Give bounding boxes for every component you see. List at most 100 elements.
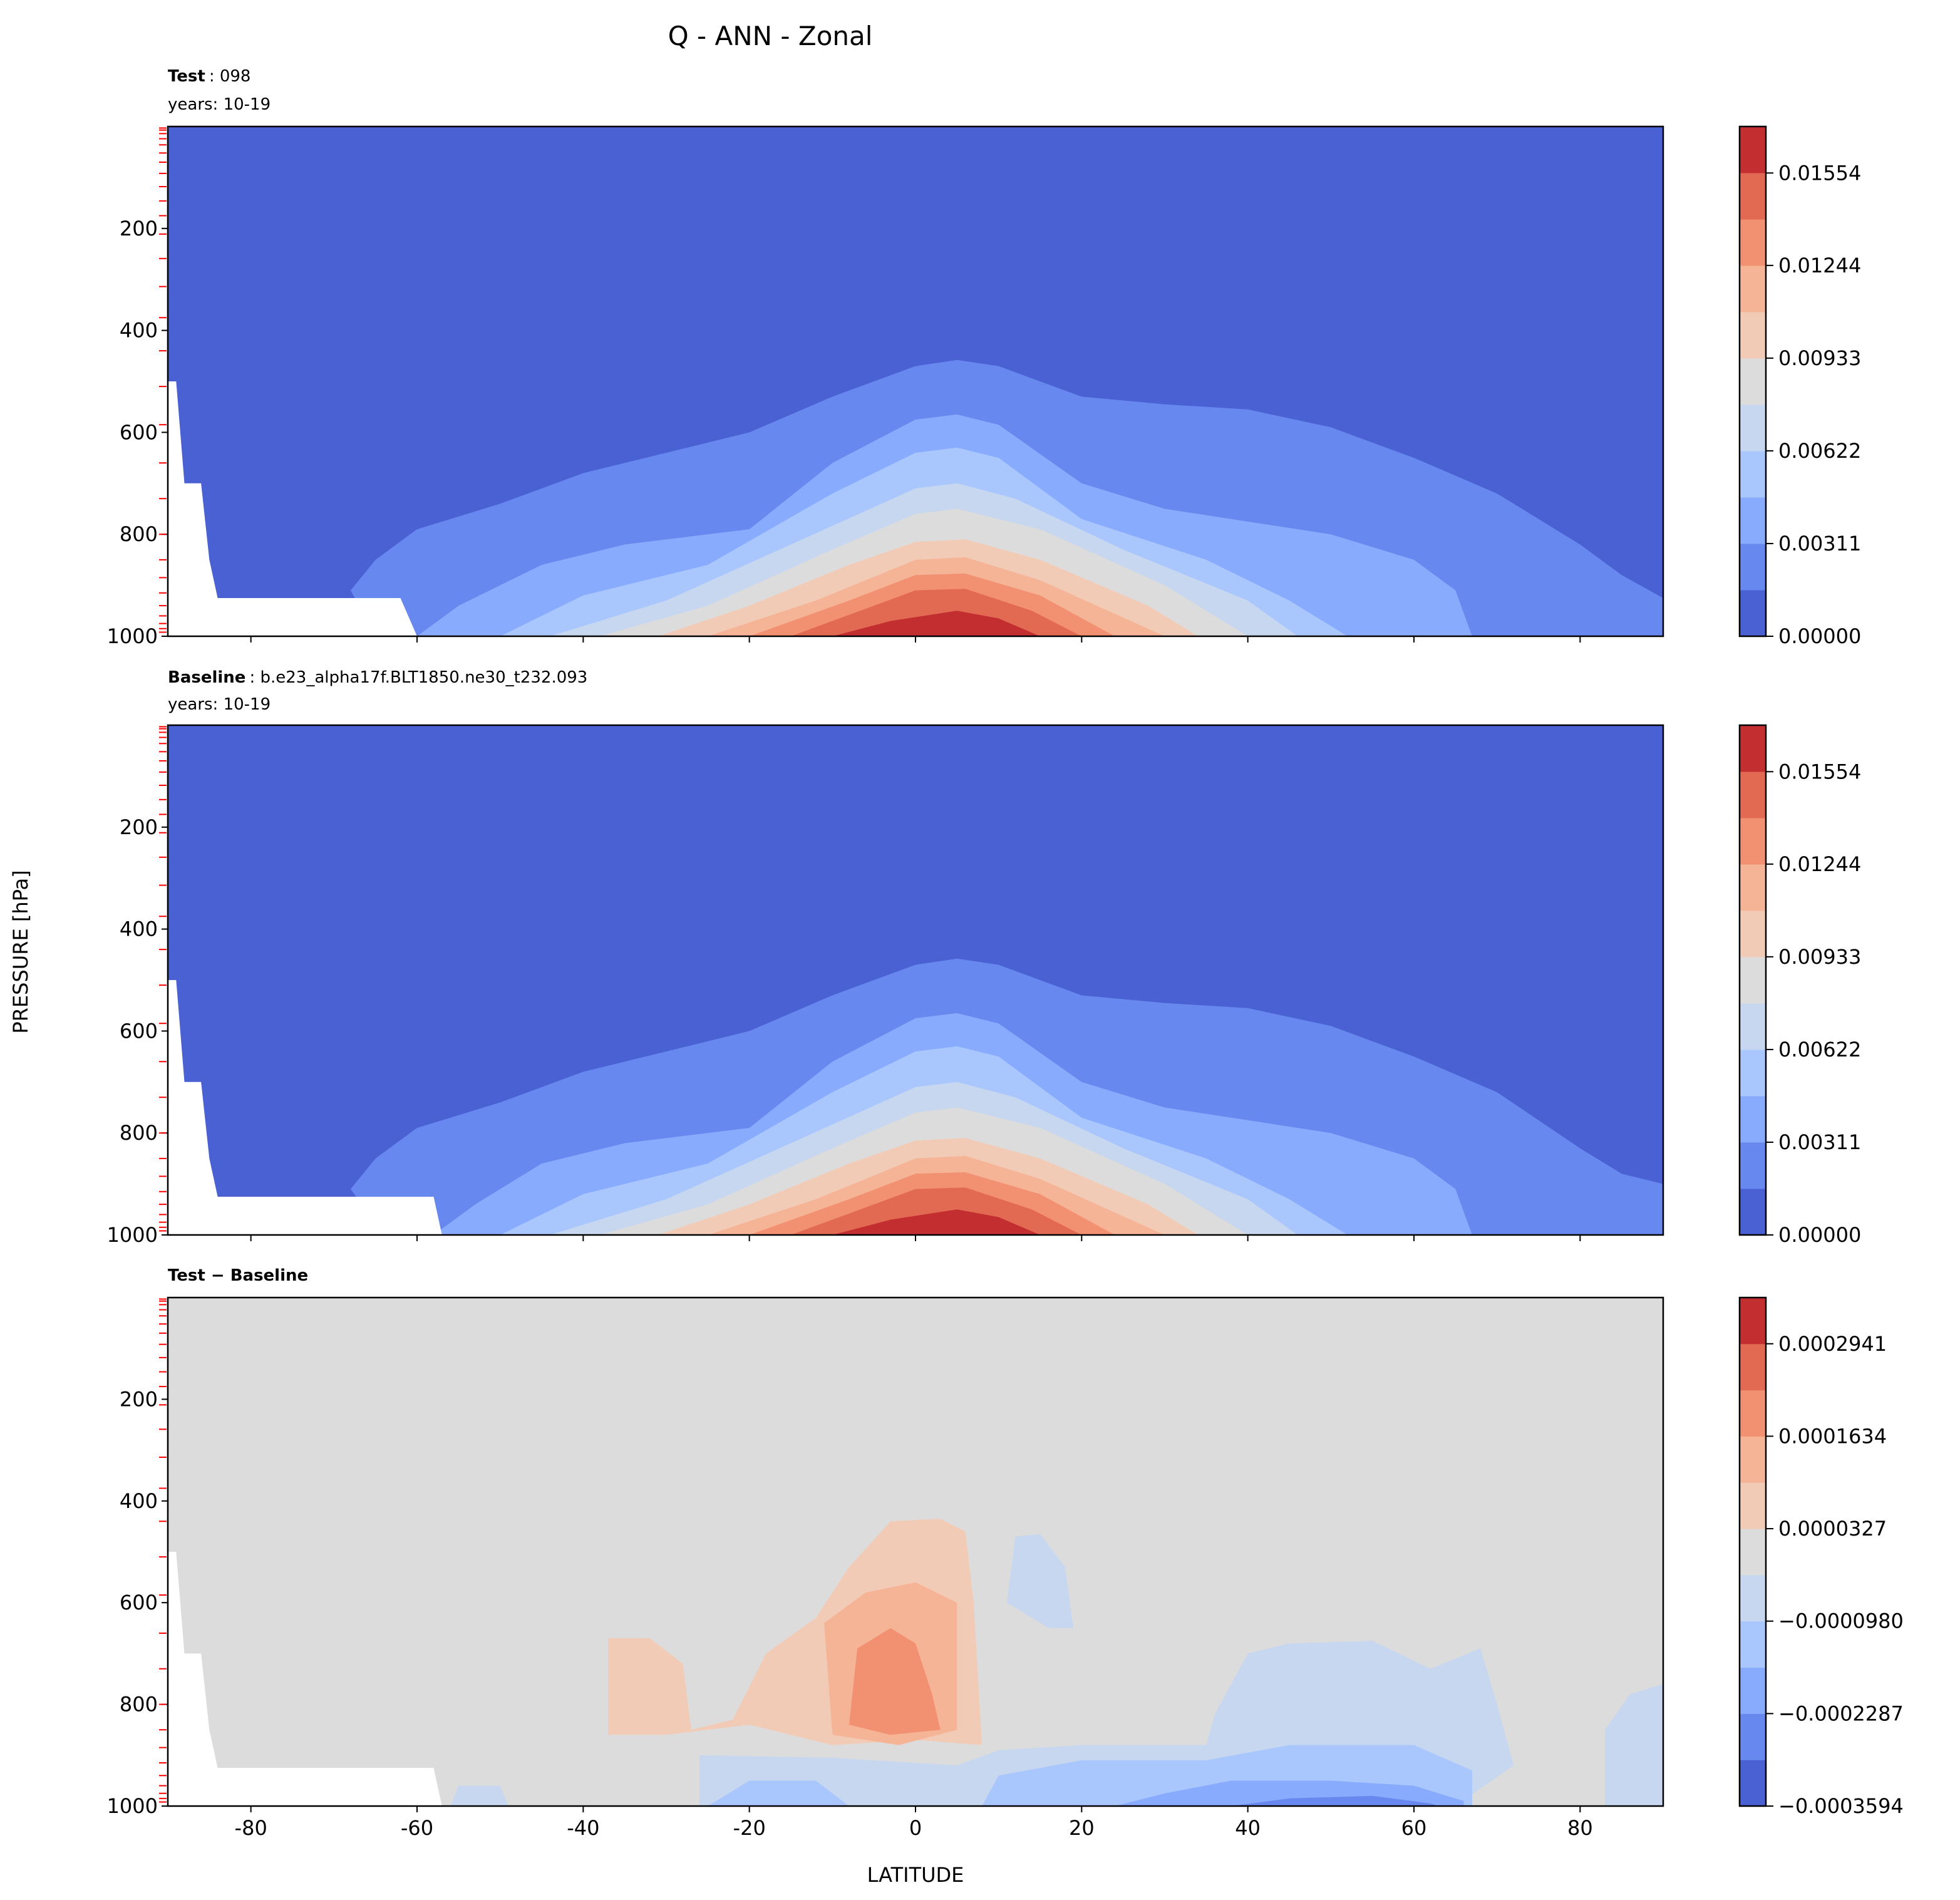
contour-level-4 — [450, 1785, 508, 1806]
y-tick-label: 400 — [120, 1489, 158, 1513]
colorbar-swatch — [1740, 725, 1766, 772]
contour-level-8 — [848, 1628, 941, 1735]
panel-years: years: 10-19 — [168, 95, 271, 114]
y-axis-label: PRESSURE [hPa] — [9, 870, 33, 1033]
colorbar-swatch — [1740, 818, 1766, 865]
y-tick-label: 600 — [120, 1591, 158, 1614]
y-tick-label: 1000 — [107, 1794, 158, 1818]
y-tick-label: 400 — [120, 319, 158, 343]
colorbar-swatch — [1740, 1760, 1766, 1807]
x-tick-label: 60 — [1401, 1816, 1427, 1840]
colorbar-swatch — [1740, 1050, 1766, 1097]
contour-plot — [168, 126, 1663, 636]
colorbar-tick-label: −0.0000980 — [1778, 1609, 1904, 1633]
colorbar-tick-label: 0.00000 — [1778, 624, 1861, 648]
colorbar-swatch — [1740, 911, 1766, 958]
terrain-mask — [168, 980, 442, 1235]
panel-title-rest: : 098 — [209, 67, 251, 86]
colorbar-tick-label: 0.00311 — [1778, 1130, 1861, 1154]
colorbar-swatch — [1740, 1343, 1766, 1391]
colorbar-tick-label: 0.01244 — [1778, 852, 1861, 876]
x-tick-label: 80 — [1567, 1816, 1593, 1840]
panel-baseline: Baseline: b.e23_alpha17f.BLT1850.ne30_t2… — [107, 668, 1862, 1247]
colorbar-swatch — [1740, 1436, 1766, 1483]
x-tick-label: -20 — [733, 1816, 766, 1840]
colorbar-swatch — [1740, 126, 1766, 173]
colorbar-swatch — [1740, 1482, 1766, 1529]
y-tick-label: 600 — [120, 420, 158, 444]
colorbar-tick-label: 0.00622 — [1778, 439, 1861, 463]
contour-level-10 — [832, 1209, 1040, 1235]
panel-title: Test − Baseline — [168, 1266, 308, 1285]
x-tick-label: 40 — [1235, 1816, 1261, 1840]
colorbar-tick-label: 0.01554 — [1778, 760, 1861, 783]
panel-title: Test: 098 — [168, 67, 250, 86]
y-tick-label: 1000 — [107, 624, 158, 648]
colorbar-tick-label: 0.0001634 — [1778, 1424, 1887, 1448]
x-axis-label: LATITUDE — [867, 1863, 964, 1887]
panel-test: Test: 098 years: 10-19 200 400 600 800 1000 0.0… — [107, 67, 1862, 648]
colorbar-swatch — [1740, 1390, 1766, 1437]
colorbar-swatch — [1740, 173, 1766, 220]
contour-level-1 — [1231, 1795, 1439, 1806]
x-tick-label: 20 — [1069, 1816, 1095, 1840]
panel-title-bold: Test — [168, 67, 205, 86]
colorbar-swatch — [1740, 1529, 1766, 1576]
terrain-mask — [168, 381, 417, 636]
figure-title: Q - ANN - Zonal — [668, 21, 873, 51]
x-tick-label: -40 — [567, 1816, 599, 1840]
colorbar-tick-label: 0.00933 — [1778, 346, 1861, 370]
panel-title: Baseline: b.e23_alpha17f.BLT1850.ne30_t2… — [168, 668, 587, 687]
panel-title-bold: Test − Baseline — [168, 1266, 308, 1285]
contour-level-3 — [708, 1780, 849, 1806]
contour-level-4 — [1605, 1684, 1663, 1806]
colorbar-swatch — [1740, 1142, 1766, 1189]
colorbar-tick-label: 0.00933 — [1778, 945, 1861, 969]
colorbar-frame — [1738, 125, 1767, 638]
contour-level-10 — [832, 611, 1040, 636]
colorbar-swatch — [1740, 544, 1766, 591]
y-tick-label: 600 — [120, 1019, 158, 1043]
y-tick-label: 400 — [120, 917, 158, 941]
contour-plot — [168, 1298, 1663, 1806]
y-tick-label: 200 — [120, 815, 158, 839]
colorbar-swatch — [1740, 266, 1766, 312]
colorbar-frame — [1738, 724, 1767, 1236]
colorbar-tick-label: 0.01554 — [1778, 161, 1861, 185]
colorbar-swatch — [1740, 312, 1766, 359]
colorbar-tick-label: −0.0002287 — [1778, 1701, 1904, 1725]
contour-level-4 — [1006, 1534, 1074, 1628]
colorbar-swatch — [1740, 957, 1766, 1004]
colorbar-swatch — [1740, 1621, 1766, 1668]
colorbar-swatch — [1740, 219, 1766, 266]
y-tick-label: 200 — [120, 1387, 158, 1411]
y-tick-label: 800 — [120, 1121, 158, 1145]
colorbar-tick-label: −0.0003594 — [1778, 1794, 1904, 1818]
colorbar-frame — [1738, 1296, 1767, 1807]
y-tick-label: 200 — [120, 217, 158, 240]
y-tick-label: 800 — [120, 1693, 158, 1717]
colorbar-swatch — [1740, 1667, 1766, 1714]
colorbar-tick-label: 0.0002941 — [1778, 1332, 1887, 1356]
y-tick-label: 800 — [120, 522, 158, 546]
colorbar-swatch — [1740, 1189, 1766, 1236]
contour-plot — [168, 725, 1663, 1235]
colorbar-swatch — [1740, 1574, 1766, 1622]
x-tick-label: 0 — [909, 1816, 922, 1840]
y-tick-label: 1000 — [107, 1223, 158, 1247]
colorbar-swatch — [1740, 590, 1766, 637]
colorbar-swatch — [1740, 1096, 1766, 1143]
colorbar-swatch — [1740, 497, 1766, 544]
colorbar-tick-label: 0.00622 — [1778, 1038, 1861, 1061]
colorbar-swatch — [1740, 451, 1766, 498]
colorbar-swatch — [1740, 1298, 1766, 1345]
colorbar-swatch — [1740, 1003, 1766, 1050]
colorbar-tick-label: 0.00000 — [1778, 1223, 1861, 1247]
colorbar-swatch — [1740, 358, 1766, 405]
panel-years: years: 10-19 — [168, 695, 271, 714]
x-tick-label: -80 — [235, 1816, 267, 1840]
panel-title-rest: : b.e23_alpha17f.BLT1850.ne30_t232.093 — [249, 668, 587, 687]
colorbar-swatch — [1740, 864, 1766, 911]
